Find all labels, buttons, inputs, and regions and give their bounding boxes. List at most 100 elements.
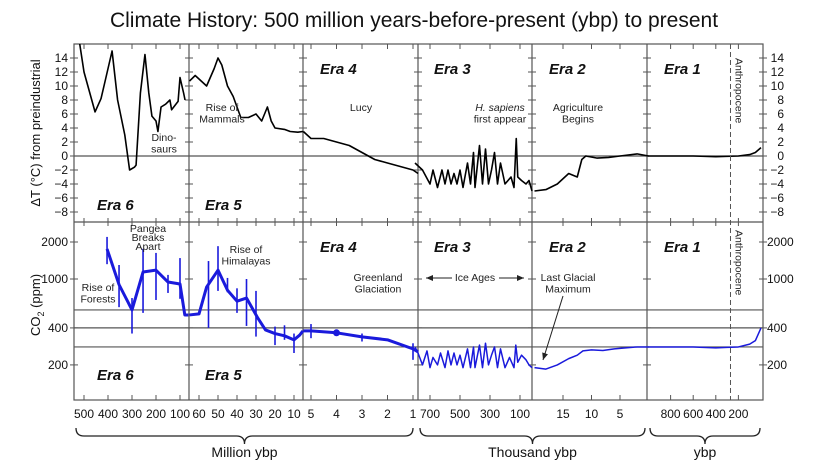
thousand-ybp-brace — [419, 427, 646, 445]
million-ybp-label: Million ybp — [211, 444, 277, 460]
ybp-brace — [649, 427, 761, 445]
x-tick-label: 200 — [728, 407, 748, 421]
x-tick-label: 600 — [683, 407, 703, 421]
x-tick-label: 100 — [510, 407, 530, 421]
x-tick-label: 10 — [585, 407, 599, 421]
y-tick-label-left: 2000 — [41, 235, 68, 249]
y-tick-label-left: 12 — [55, 65, 69, 79]
annotation-temperature: H. sapiens — [475, 102, 525, 114]
era-label-bottom: Era 5 — [205, 367, 242, 384]
x-tick-label: 60 — [192, 407, 206, 421]
annotation-co2: Rise of — [82, 282, 115, 294]
y-tick-label-left: 14 — [55, 51, 69, 65]
x-tick-label: 4 — [333, 407, 340, 421]
era-label-top: Era 5 — [205, 197, 242, 214]
y-tick-label-left: 400 — [48, 321, 68, 335]
y-tick-label-right: 1000 — [767, 272, 794, 286]
y-tick-label-left: 1000 — [41, 272, 68, 286]
y-tick-label-right: 2000 — [767, 235, 794, 249]
temperature-line-e2 — [534, 153, 649, 192]
co2-series-group — [105, 236, 762, 370]
era-label-bottom: Era 2 — [549, 239, 586, 256]
annotation-co2: Forests — [80, 294, 115, 306]
y-tick-label-right: 10 — [771, 79, 785, 93]
temperature-series-group — [78, 44, 762, 192]
temperature-line-e6 — [78, 44, 186, 171]
era-label-top: Era 4 — [320, 61, 357, 78]
temperature-line-e3 — [414, 137, 533, 192]
era-label-bottom: Era 4 — [320, 239, 357, 256]
anthropocene-label-bottom: Anthropocene — [732, 230, 744, 296]
x-tick-label: 40 — [230, 407, 244, 421]
x-tick-label: 200 — [146, 407, 166, 421]
y-tick-label-left: 8 — [61, 93, 68, 107]
annotation-temperature: Dino- — [151, 132, 177, 144]
era-label-bottom: Era 3 — [434, 239, 471, 256]
annotation-temperature: first appear — [474, 114, 527, 126]
annotation-co2: Apart — [135, 241, 160, 253]
annotation-co2: Last Glacial — [541, 272, 596, 284]
y-tick-label-left: 200 — [48, 358, 68, 372]
y-tick-label-left: −2 — [54, 163, 68, 177]
temperature-line-e1 — [648, 146, 762, 158]
y-tick-label-right: −2 — [770, 163, 784, 177]
thousand-ybp-label: Thousand ybp — [488, 444, 577, 460]
temperature-line-e4 — [302, 130, 419, 175]
annotation-co2: Greenland — [353, 272, 402, 284]
co2-line-e2 — [534, 346, 649, 370]
annotation-co2: Ice Ages — [455, 272, 495, 284]
annotation-temperature: Rise of — [206, 102, 239, 114]
y-tick-label-left: 10 — [55, 79, 69, 93]
x-tick-label: 700 — [420, 407, 440, 421]
x-tick-label: 500 — [450, 407, 470, 421]
million-ybp-brace — [75, 427, 414, 445]
annotation-co2: Rise of — [230, 244, 263, 256]
x-tick-label: 100 — [170, 407, 190, 421]
y-tick-label-right: 200 — [767, 358, 787, 372]
y-tick-label-left: −8 — [54, 205, 68, 219]
y-tick-label-right: −8 — [770, 205, 784, 219]
era-label-top: Era 2 — [549, 61, 586, 78]
co2-axis-label: CO2 (ppm) — [28, 274, 46, 336]
y-tick-label-right: 6 — [777, 107, 784, 121]
x-tick-label: 5 — [308, 407, 315, 421]
annotation-temperature: Lucy — [350, 102, 373, 114]
last-glacial-maximum-arrow — [542, 295, 564, 361]
y-tick-label-right: 2 — [777, 135, 784, 149]
y-tick-label-left: −6 — [54, 191, 68, 205]
y-tick-label-right: 12 — [771, 65, 785, 79]
x-tick-label: 500 — [74, 407, 94, 421]
annotation-co2: Himalayas — [221, 256, 270, 268]
x-tick-label: 5 — [617, 407, 624, 421]
ybp-label: ybp — [694, 444, 717, 460]
chart-title: Climate History: 500 million years-befor… — [110, 9, 718, 32]
temperature-axis-label: ΔT (°C) from preindustrial — [28, 59, 43, 206]
annotation-co2: Glaciation — [355, 284, 402, 296]
anthropocene-label-top: Anthropocene — [732, 58, 744, 124]
x-tick-label: 20 — [268, 407, 282, 421]
x-tick-label: 10 — [287, 407, 301, 421]
annotation-temperature: saurs — [151, 144, 177, 156]
era-label-top: Era 6 — [97, 197, 134, 214]
x-tick-label: 50 — [211, 407, 225, 421]
y-tick-label-right: 8 — [777, 93, 784, 107]
x-tick-label: 1 — [410, 407, 417, 421]
annotation-co2: Pangea — [130, 223, 166, 235]
co2-line-e1 — [648, 327, 762, 349]
temperature-line-e5 — [188, 57, 304, 133]
y-tick-label-left: 4 — [61, 121, 68, 135]
annotation-co2: Maximum — [545, 284, 591, 296]
x-tick-label: 400 — [98, 407, 118, 421]
co2-marker — [333, 329, 340, 337]
era-label-top: Era 1 — [664, 61, 701, 78]
y-tick-label-left: 2 — [61, 135, 68, 149]
era-label-top: Era 3 — [434, 61, 471, 78]
annotation-co2: Breaks — [132, 232, 165, 244]
co2-line-e4 — [303, 329, 419, 354]
y-tick-label-right: 14 — [771, 51, 785, 65]
y-tick-label-right: −6 — [770, 191, 784, 205]
annotation-temperature: Begins — [562, 114, 594, 126]
annotation-temperature: Agriculture — [553, 102, 603, 114]
y-tick-label-right: 4 — [777, 121, 784, 135]
y-tick-label-left: −4 — [54, 177, 68, 191]
